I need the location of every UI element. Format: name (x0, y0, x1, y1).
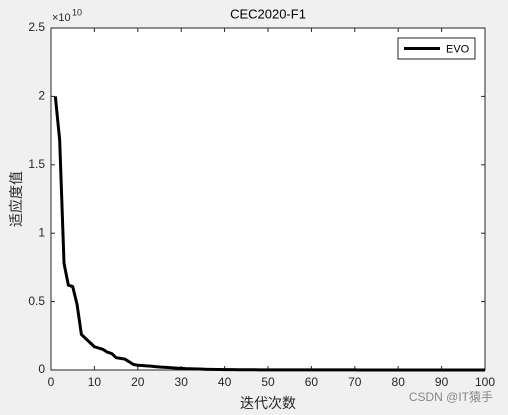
x-tick-label: 0 (48, 375, 55, 389)
x-tick-label: 20 (131, 375, 145, 389)
plot-area (50, 27, 486, 371)
y-exponent-power: 10 (72, 7, 82, 17)
y-tick-label: 2.5 (28, 20, 45, 34)
x-tick-label: 10 (88, 375, 102, 389)
x-tick-label: 30 (175, 375, 189, 389)
x-tick-label: 90 (435, 375, 449, 389)
legend-label: EVO (446, 43, 470, 55)
x-tick-label: 60 (305, 375, 319, 389)
series-line (53, 96, 485, 372)
y-exponent-base: ×10 (52, 12, 71, 24)
y-tick-label: 2 (38, 89, 45, 103)
x-tick-label: 50 (261, 375, 275, 389)
watermark: CSDN @IT猿手 (409, 389, 493, 404)
x-tick-label: 80 (392, 375, 406, 389)
y-tick-label: 1.5 (28, 157, 45, 171)
x-axis-label: 迭代次数 (240, 396, 296, 412)
y-axis-label: 适应度值 (8, 171, 25, 227)
x-tick-label: 40 (218, 375, 232, 389)
y-tick-label: 0 (38, 362, 45, 376)
y-tick-label: 0.5 (28, 294, 45, 308)
y-tick-label: 1 (38, 225, 45, 239)
chart-title: CEC2020-F1 (230, 6, 306, 21)
x-tick-label: 70 (348, 375, 362, 389)
x-tick-label: 100 (475, 375, 495, 389)
